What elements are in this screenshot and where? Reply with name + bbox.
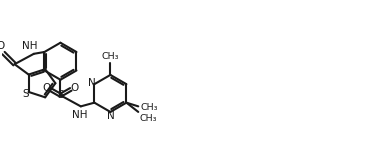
Text: CH₃: CH₃ <box>140 114 157 123</box>
Text: NH: NH <box>72 110 88 120</box>
Text: CH₃: CH₃ <box>102 52 119 61</box>
Text: N: N <box>87 78 95 88</box>
Text: S: S <box>23 89 29 99</box>
Text: O: O <box>42 83 51 93</box>
Text: S: S <box>57 90 64 100</box>
Text: CH₃: CH₃ <box>140 103 158 112</box>
Text: N: N <box>107 111 114 121</box>
Text: O: O <box>71 83 79 93</box>
Text: NH: NH <box>22 41 38 51</box>
Text: O: O <box>0 41 5 51</box>
